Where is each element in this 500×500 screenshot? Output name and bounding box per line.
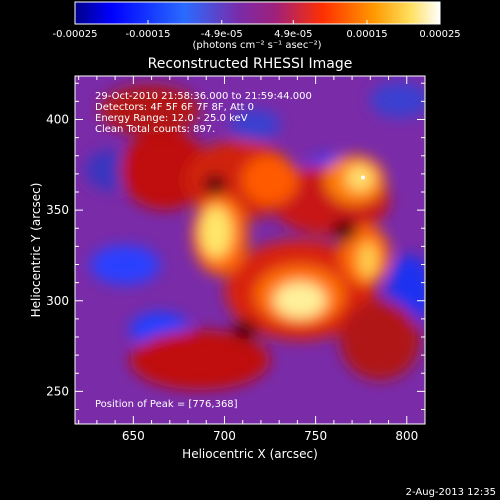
y-tick-label: 400	[46, 113, 69, 127]
colorbar-tick-label: -0.00025	[53, 29, 98, 40]
x-tick-label: 650	[122, 429, 145, 443]
annotation-clean: Clean Total counts: 897.	[95, 124, 215, 135]
heatmap-image	[75, 76, 425, 424]
x-tick-label: 800	[395, 429, 418, 443]
colorbar-gradient	[74, 1, 441, 25]
annotation-detectors: Detectors: 4F 5F 6F 7F 8F, Att 0	[95, 102, 254, 113]
annotations: 29-Oct-2010 21:58:36.000 to 21:59:44.000…	[95, 91, 312, 410]
y-tick-label: 250	[46, 384, 69, 398]
colorbar-tick-label: 0.00025	[419, 29, 460, 40]
colorbar: -0.00025 -0.00015 -4.9e-05 4.9e-05 0.00015 0.…	[53, 1, 461, 51]
chart-title: Reconstructed RHESSI Image	[148, 56, 353, 72]
colorbar-tick-label: 4.9e-05	[274, 29, 312, 40]
footer-date: 2-Aug-2013 12:35	[406, 487, 496, 498]
annotation-peak: Position of Peak = [776,368]	[95, 399, 238, 410]
x-tick-label: 700	[213, 429, 236, 443]
plot-frame	[74, 75, 426, 425]
x-tick-label: 750	[304, 429, 327, 443]
y-tick-label: 350	[46, 203, 69, 217]
x-axis-ticks: 650 700 750 800	[78, 76, 426, 443]
annotation-energy: Energy Range: 12.0 - 25.0 keV	[95, 113, 248, 124]
y-axis-ticks: 250 300 350 400	[46, 82, 425, 410]
colorbar-units: (photons cm⁻² s⁻¹ asec⁻²)	[192, 40, 321, 51]
colorbar-tick-label: 0.00015	[346, 29, 387, 40]
colorbar-tick-label: -0.00015	[126, 29, 171, 40]
colorbar-tick-label: -4.9e-05	[201, 29, 243, 40]
x-axis-label: Heliocentric X (arcsec)	[182, 447, 318, 461]
y-axis-label: Heliocentric Y (arcsec)	[29, 183, 43, 318]
y-tick-label: 300	[46, 294, 69, 308]
annotation-time: 29-Oct-2010 21:58:36.000 to 21:59:44.000	[95, 91, 312, 102]
peak-marker	[361, 175, 366, 180]
colorbar-ticks: -0.00025 -0.00015 -4.9e-05 4.9e-05 0.00015 0.…	[53, 20, 461, 40]
